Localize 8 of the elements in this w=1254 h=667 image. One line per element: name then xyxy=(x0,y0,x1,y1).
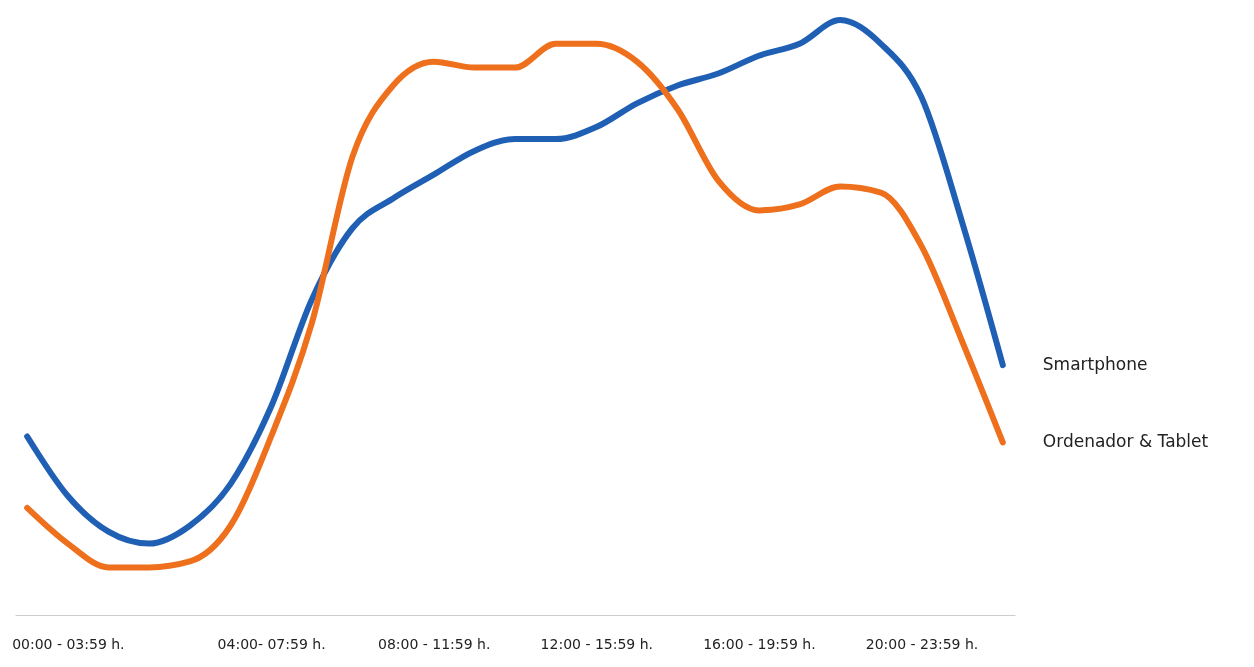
x-tick-label: 16:00 - 19:59 h. xyxy=(703,635,816,652)
x-tick-label: 12:00 - 15:59 h. xyxy=(540,635,654,652)
x-tick-label: 00:00 - 03:59 h. xyxy=(12,635,125,652)
text: Smartphone xyxy=(1042,354,1148,375)
x-tick-label: 04:00- 07:59 h. xyxy=(217,635,326,652)
x-tick-label: 08:00 - 11:59 h. xyxy=(377,635,491,652)
text: Ordenador & Tablet xyxy=(1042,431,1209,452)
x-tick-label: 20:00 - 23:59 h. xyxy=(865,635,979,652)
